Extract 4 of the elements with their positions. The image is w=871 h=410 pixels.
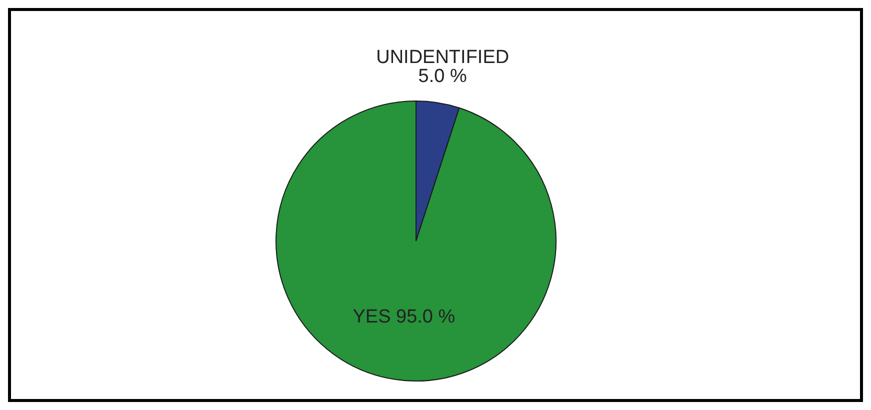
slice-label: YES 95.0 %	[352, 306, 456, 328]
slice-label: UNIDENTIFIED	[376, 47, 510, 68]
data-label: 5.0 %	[418, 66, 467, 88]
pie-slice	[276, 100, 556, 382]
